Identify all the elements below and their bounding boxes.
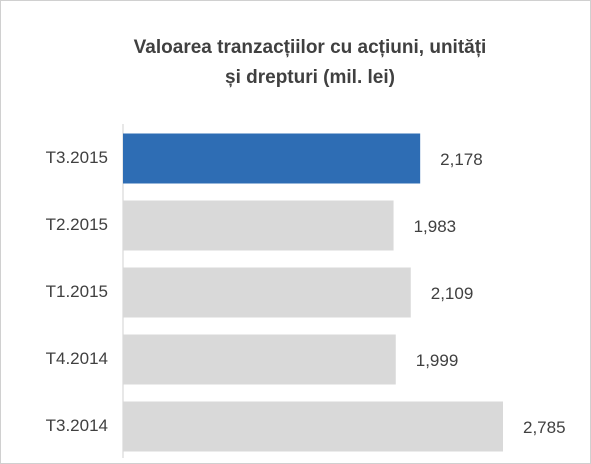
chart-title: Valoarea tranzacțiilor cu acțiuni, unită… xyxy=(134,37,487,58)
data-label: 1,999 xyxy=(416,351,459,370)
data-label: 2,785 xyxy=(523,418,566,437)
bar xyxy=(123,200,394,251)
y-tick-label: T3.2014 xyxy=(46,416,108,435)
bar xyxy=(123,267,411,318)
chart-title: și drepturi (mil. lei) xyxy=(225,67,395,88)
y-tick-label: T2.2015 xyxy=(46,215,108,234)
bar xyxy=(123,133,421,184)
data-label: 2,178 xyxy=(440,150,483,169)
bar xyxy=(123,401,503,452)
data-label: 1,983 xyxy=(414,217,457,236)
y-tick-label: T3.2015 xyxy=(46,148,108,167)
bar xyxy=(123,334,396,385)
y-tick-label: T1.2015 xyxy=(46,282,108,301)
data-label: 2,109 xyxy=(431,284,474,303)
y-tick-label: T4.2014 xyxy=(46,349,108,368)
